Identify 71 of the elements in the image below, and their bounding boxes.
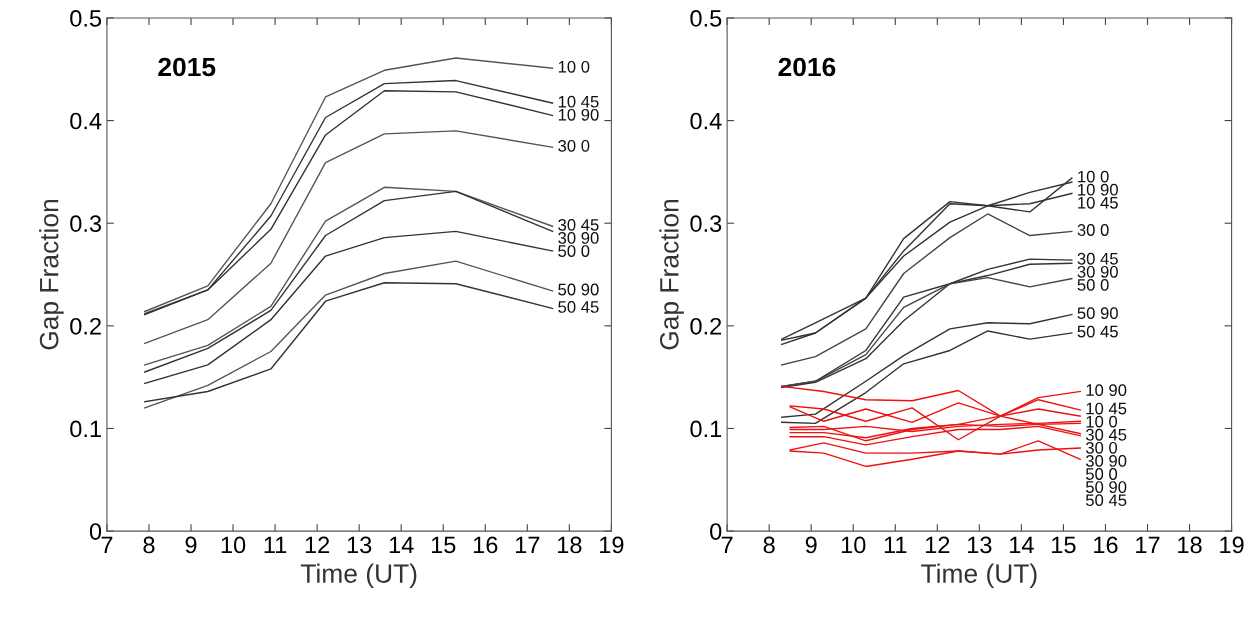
series-label: 50 0 <box>558 245 590 257</box>
x-tick-label: 12 <box>305 536 330 554</box>
series-label: 10 90 <box>558 108 599 121</box>
series-label: 30 90 <box>558 232 599 244</box>
x-tick-label: 8 <box>143 536 155 554</box>
y-tick-label: 0.4 <box>70 112 102 130</box>
series-label: 50 45 <box>558 301 599 313</box>
y-tick-label: 0 <box>710 523 722 540</box>
x-tick-label: 16 <box>473 536 498 554</box>
series-label: 50 0 <box>1077 279 1109 291</box>
series-label: 10 0 <box>1078 170 1109 183</box>
x-tick-label: 15 <box>1052 536 1076 554</box>
x-axis-title: Time (UT) <box>921 563 1037 589</box>
x-tick-label: 14 <box>389 536 414 554</box>
series-label: 30 45 <box>558 218 599 231</box>
y-tick-label: 0.1 <box>70 420 101 438</box>
text: 50 90 <box>1085 481 1127 493</box>
series-label: 10 45 <box>558 95 599 108</box>
y-axis-title: Gap Fraction <box>659 199 684 350</box>
x-tick-label: 13 <box>968 536 992 554</box>
x-tick-label: 17 <box>1136 536 1160 554</box>
series-label: 10 90 <box>1078 183 1118 196</box>
series-label: 30 0 <box>1077 224 1109 236</box>
x-tick-label: 11 <box>264 536 287 554</box>
text: 2016 <box>778 57 836 77</box>
series-label: 30 0 <box>558 139 590 152</box>
series-label: 10 0 <box>558 60 590 73</box>
series-label: 10 0 <box>1086 415 1118 428</box>
x-tick-label: 9 <box>185 536 197 554</box>
x-tick-label: 11 <box>884 536 907 554</box>
x-tick-label: 18 <box>1178 536 1202 554</box>
series-label: 10 90 <box>1086 384 1127 396</box>
series-label: 30 45 <box>1077 252 1118 265</box>
y-tick-label: 0.5 <box>690 10 722 27</box>
y-tick-label: 0.3 <box>70 215 102 232</box>
x-tick-label: 17 <box>515 536 540 554</box>
x-tick-label: 12 <box>925 536 950 554</box>
series-label: 30 90 <box>1077 265 1118 278</box>
y-tick-label: 0.5 <box>70 10 102 27</box>
x-tick-label: 9 <box>805 536 817 554</box>
x-tick-label: 7 <box>721 536 733 554</box>
text: 50 45 <box>1085 494 1127 507</box>
x-tick-label: 7 <box>101 536 113 554</box>
series-label: 50 45 <box>1077 325 1118 338</box>
x-axis-title: Time (UT) <box>300 563 417 589</box>
series-label: 10 45 <box>1086 402 1127 415</box>
y-tick-label: 0.2 <box>70 317 101 335</box>
x-tick-label: 10 <box>841 536 866 554</box>
series-label: 30 0 <box>1085 441 1118 454</box>
series-label: 50 90 <box>1077 307 1118 320</box>
series-label: 30 90 <box>1085 455 1127 467</box>
x-tick-label: 16 <box>1094 536 1118 554</box>
x-tick-label: 14 <box>1010 536 1034 554</box>
x-tick-label: 19 <box>600 536 624 554</box>
x-tick-label: 8 <box>763 536 775 554</box>
y-tick-label: 0.4 <box>690 112 722 130</box>
y-tick-label: 0 <box>89 523 102 540</box>
y-tick-label: 0.2 <box>690 317 722 335</box>
x-tick-label: 10 <box>221 536 246 554</box>
y-tick-label: 0.1 <box>690 420 722 438</box>
series-label: 10 45 <box>1078 196 1118 209</box>
x-tick-label: 19 <box>1220 536 1244 554</box>
x-tick-label: 18 <box>558 536 582 554</box>
y-tick-label: 0.3 <box>690 215 722 232</box>
series-label: 50 0 <box>1085 468 1118 480</box>
x-tick-label: 13 <box>347 536 372 554</box>
series-label: 50 90 <box>558 283 599 296</box>
text: 2015 <box>158 57 216 77</box>
x-tick-label: 15 <box>431 536 456 554</box>
y-axis-title: Gap Fraction <box>39 199 64 350</box>
series-label: 30 45 <box>1085 428 1127 441</box>
